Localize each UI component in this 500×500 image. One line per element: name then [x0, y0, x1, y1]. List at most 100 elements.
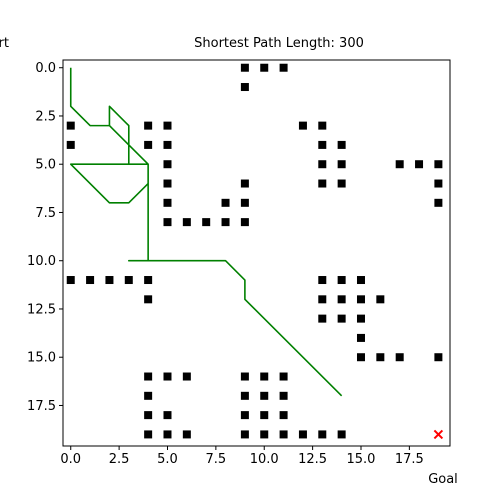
obstacle-marker: [182, 372, 191, 381]
obstacle-marker: [66, 140, 75, 149]
obstacle-marker: [337, 179, 346, 188]
obstacle-marker: [376, 295, 385, 304]
obstacle-marker: [337, 430, 346, 439]
obstacle-marker: [318, 121, 327, 130]
x-axis: 0.0 2.5 5.0 7.5 10.0 12.5 15.0 17.5: [60, 446, 424, 467]
obstacle-marker: [240, 391, 249, 400]
obstacle-marker: [66, 121, 75, 130]
obstacle-marker: [318, 140, 327, 149]
obstacle-marker: [260, 63, 269, 72]
obstacle-marker: [86, 276, 95, 285]
obstacle-marker: [337, 276, 346, 285]
obstacle-marker: [434, 198, 443, 207]
obstacle-marker: [356, 295, 365, 304]
obstacle-marker: [318, 276, 327, 285]
obstacle-marker: [337, 295, 346, 304]
obstacle-marker: [240, 372, 249, 381]
obstacle-marker: [337, 160, 346, 169]
obstacle-layer: [66, 63, 443, 439]
obstacle-marker: [144, 391, 153, 400]
obstacle-marker: [337, 140, 346, 149]
y-tick-label: 17.5: [27, 399, 56, 414]
obstacle-marker: [260, 372, 269, 381]
y-tick-label: 10.0: [27, 254, 56, 269]
obstacle-marker: [434, 179, 443, 188]
x-tick-label: 12.5: [298, 452, 327, 467]
obstacle-marker: [279, 391, 288, 400]
obstacle-marker: [240, 430, 249, 439]
obstacle-marker: [163, 411, 172, 420]
x-tick-label: 15.0: [347, 452, 376, 467]
obstacle-marker: [356, 353, 365, 362]
y-tick-label: 12.5: [27, 302, 56, 317]
obstacle-marker: [240, 198, 249, 207]
goal-marker: [433, 429, 444, 440]
obstacle-marker: [240, 411, 249, 420]
obstacle-marker: [279, 372, 288, 381]
obstacle-marker: [221, 218, 230, 227]
obstacle-marker: [260, 411, 269, 420]
obstacle-marker: [144, 121, 153, 130]
goal-label: Goal: [428, 472, 458, 487]
obstacle-marker: [144, 140, 153, 149]
obstacle-marker: [240, 83, 249, 92]
obstacle-marker: [240, 179, 249, 188]
obstacle-marker: [318, 430, 327, 439]
obstacle-marker: [376, 353, 385, 362]
obstacle-marker: [260, 391, 269, 400]
obstacle-marker: [318, 179, 327, 188]
obstacle-marker: [356, 314, 365, 323]
x-tick-label: 0.0: [60, 452, 81, 467]
y-tick-label: 15.0: [27, 351, 56, 366]
obstacle-marker: [144, 430, 153, 439]
obstacle-marker: [279, 63, 288, 72]
obstacle-marker: [66, 276, 75, 285]
obstacle-marker: [124, 276, 133, 285]
x-tick-label: 17.5: [395, 452, 424, 467]
obstacle-marker: [163, 198, 172, 207]
obstacle-marker: [163, 179, 172, 188]
x-tick-label: 10.0: [250, 452, 279, 467]
obstacle-marker: [202, 218, 211, 227]
y-axis: 0.0 2.5 5.0 7.5 10.0 12.5 15.0 17.5: [27, 61, 63, 414]
obstacle-marker: [163, 140, 172, 149]
obstacle-marker: [144, 295, 153, 304]
obstacle-marker: [356, 333, 365, 342]
obstacle-marker: [163, 430, 172, 439]
obstacle-marker: [240, 63, 249, 72]
goal-x-stroke: [433, 429, 444, 440]
y-tick-label: 0.0: [35, 61, 56, 76]
obstacle-marker: [105, 276, 114, 285]
x-tick-label: 2.5: [109, 452, 130, 467]
obstacle-marker: [279, 411, 288, 420]
obstacle-marker: [395, 353, 404, 362]
obstacle-marker: [434, 160, 443, 169]
obstacle-marker: [260, 430, 269, 439]
obstacle-marker: [182, 430, 191, 439]
chart-title: Shortest Path Length: 300: [194, 36, 364, 51]
y-tick-label: 5.0: [35, 158, 56, 173]
obstacle-marker: [395, 160, 404, 169]
obstacle-marker: [144, 372, 153, 381]
obstacle-marker: [415, 160, 424, 169]
obstacle-marker: [163, 218, 172, 227]
obstacle-marker: [144, 276, 153, 285]
obstacle-marker: [298, 430, 307, 439]
x-tick-label: 7.5: [206, 452, 227, 467]
obstacle-marker: [318, 314, 327, 323]
y-tick-label: 7.5: [35, 206, 56, 221]
obstacle-marker: [221, 198, 230, 207]
start-label: Start: [0, 36, 9, 51]
axes-frame: [62, 59, 451, 447]
obstacle-marker: [318, 160, 327, 169]
obstacle-marker: [337, 314, 346, 323]
obstacle-marker: [298, 121, 307, 130]
obstacle-marker: [279, 430, 288, 439]
x-tick-label: 5.0: [157, 452, 178, 467]
obstacle-marker: [318, 295, 327, 304]
obstacle-marker: [434, 353, 443, 362]
obstacle-marker: [163, 372, 172, 381]
path-line: [69, 67, 343, 397]
y-tick-label: 2.5: [35, 109, 56, 124]
